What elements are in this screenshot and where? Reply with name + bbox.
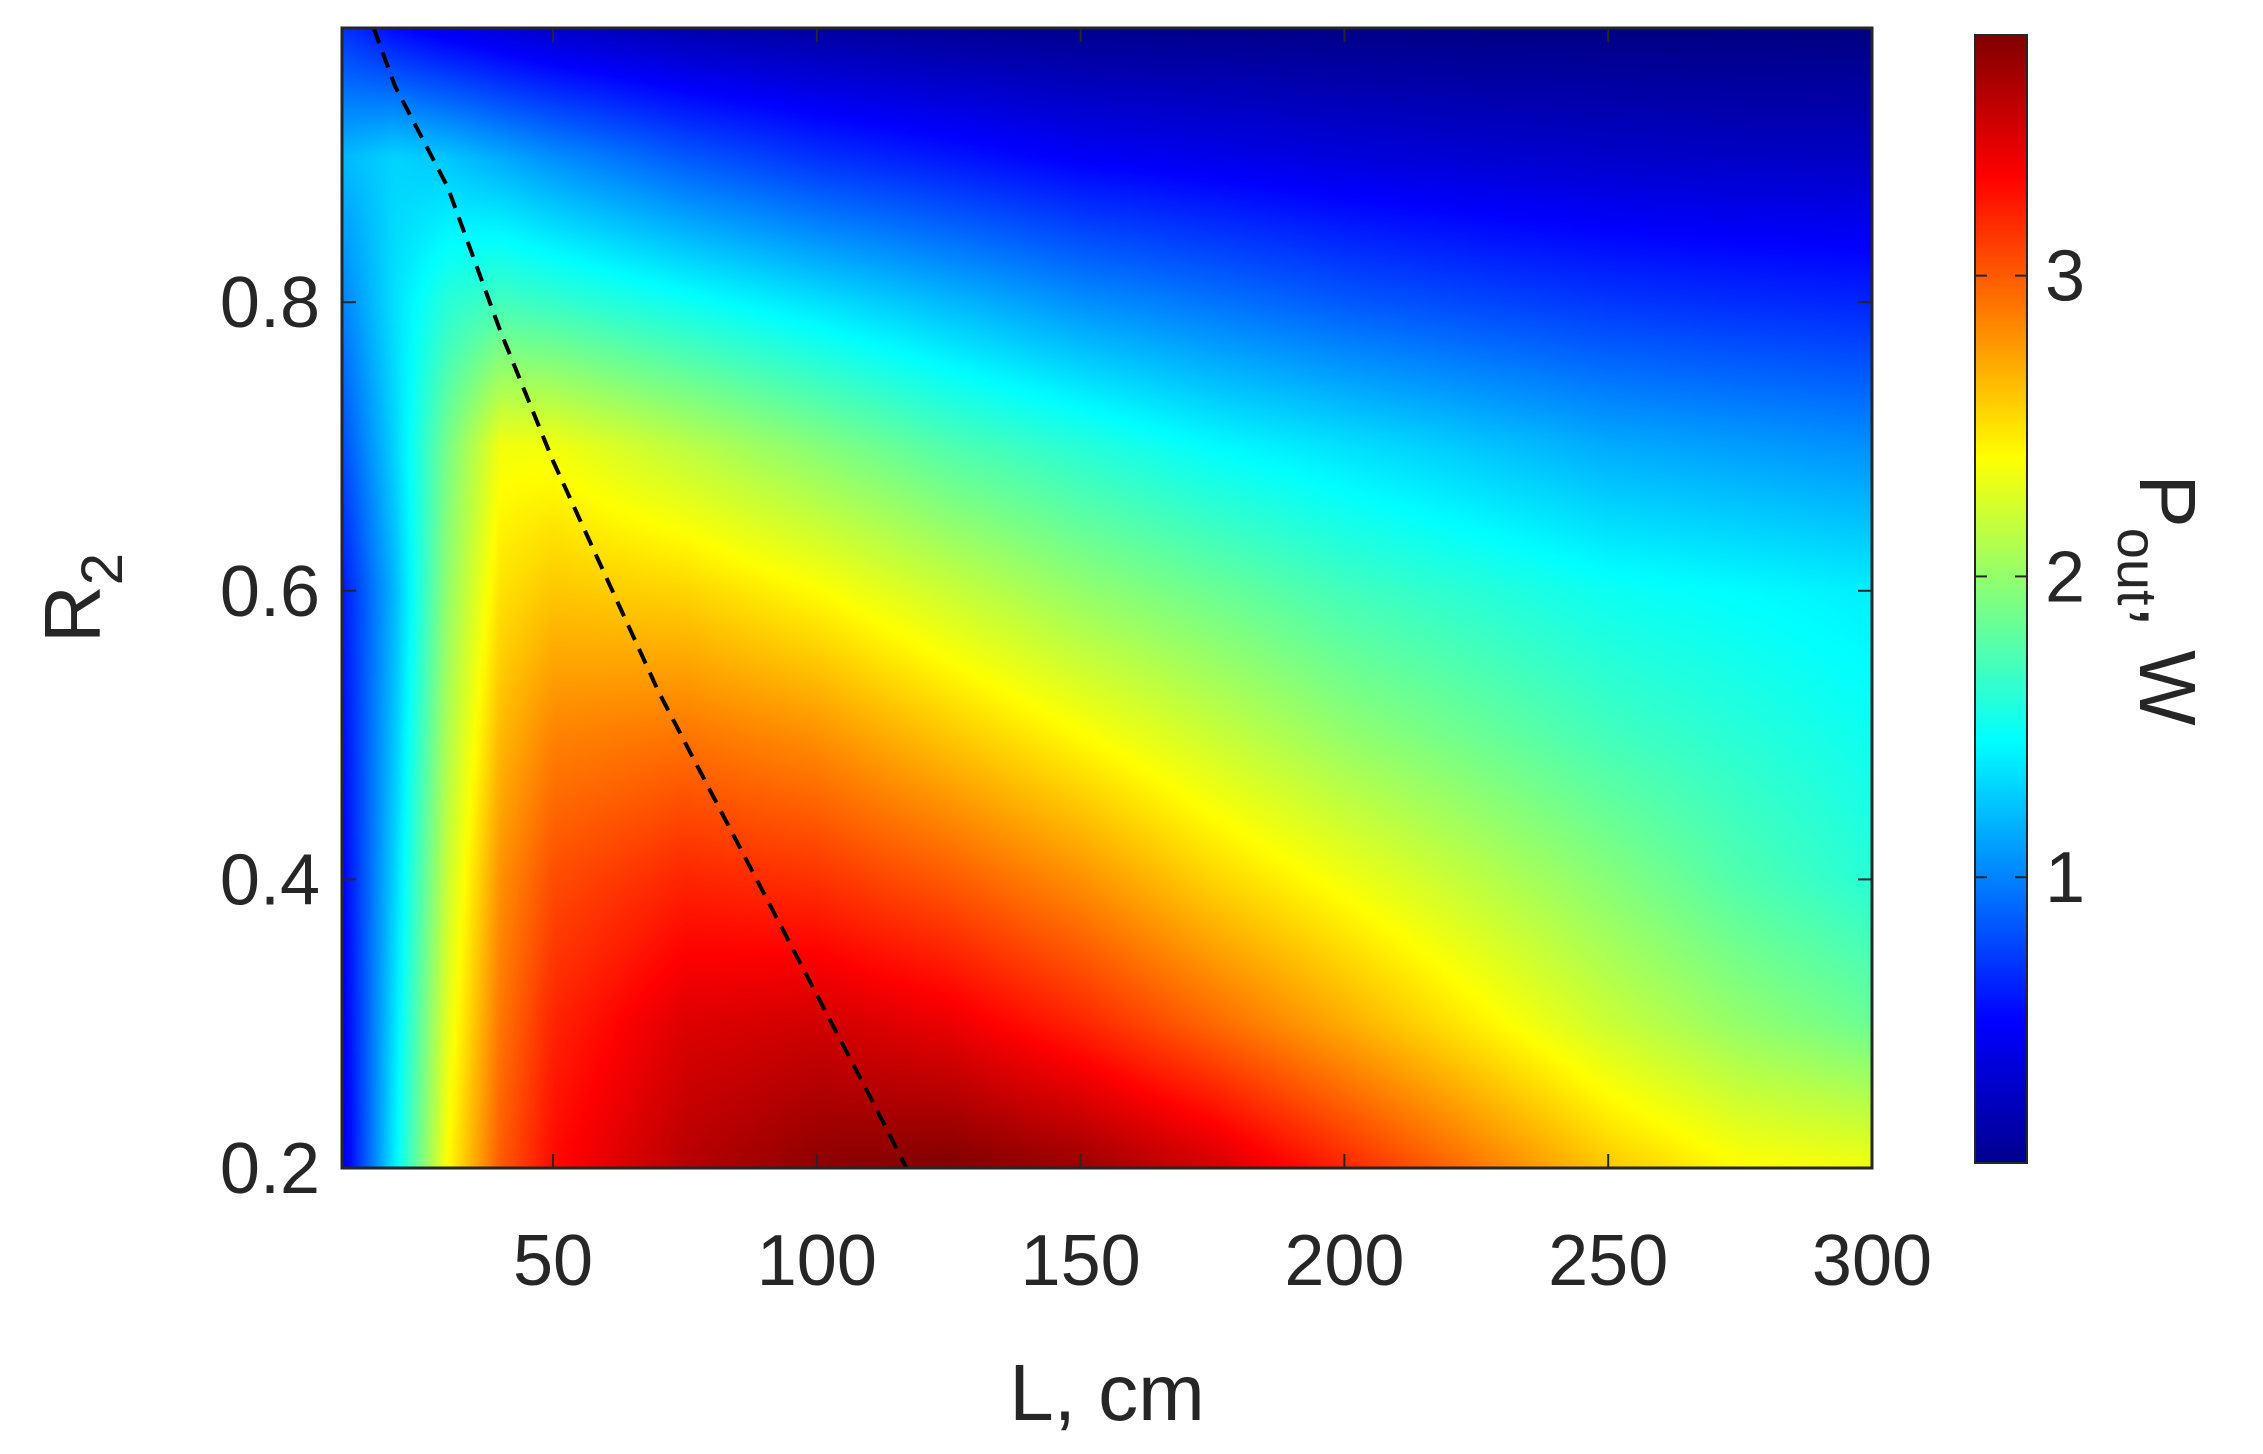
x-tick-label: 100 <box>757 1221 877 1301</box>
optimal-length-dashed-line <box>371 28 909 1168</box>
y-axis-label: R2 <box>28 553 135 643</box>
colorbar-label-subscript: out <box>2106 528 2169 606</box>
y-tick-label: 0.8 <box>220 263 320 343</box>
x-axis-ticks: 50 100 150 200 250 300 <box>513 28 1932 1301</box>
colorbar-ticks: 1 2 3 <box>1975 237 2085 918</box>
heatmap-image <box>342 28 1872 1168</box>
y-axis-label-subscript: 2 <box>70 553 135 585</box>
plot-frame <box>340 26 1874 1170</box>
colorbar-tick-label: 1 <box>2045 838 2085 918</box>
x-tick-label: 200 <box>1284 1221 1404 1301</box>
plot-area <box>340 26 1874 1170</box>
colorbar-label: Pout, W <box>2106 474 2212 726</box>
colorbar-tick-label: 2 <box>2045 537 2085 617</box>
series-layer <box>371 28 909 1168</box>
y-tick-label: 0.6 <box>220 552 320 632</box>
colorbar-label-suffix: , W <box>2123 606 2212 726</box>
x-axis-label: L, cm <box>1009 1348 1205 1437</box>
colorbar: 1 2 3 Pout, W <box>1974 34 2212 1164</box>
colorbar-gradient <box>1974 34 2028 1164</box>
x-tick-label: 50 <box>513 1221 593 1301</box>
x-tick-label: 150 <box>1021 1221 1141 1301</box>
y-axis-ticks: 0.2 0.4 0.6 0.8 <box>220 263 1872 1209</box>
x-tick-label: 250 <box>1548 1221 1668 1301</box>
y-tick-label: 0.4 <box>220 840 320 920</box>
y-tick-label: 0.2 <box>220 1129 320 1209</box>
x-tick-label: 300 <box>1812 1221 1932 1301</box>
colorbar-label-main: P <box>2123 474 2212 527</box>
colorbar-tick-label: 3 <box>2045 237 2085 317</box>
y-axis-label-main: R <box>28 585 117 643</box>
